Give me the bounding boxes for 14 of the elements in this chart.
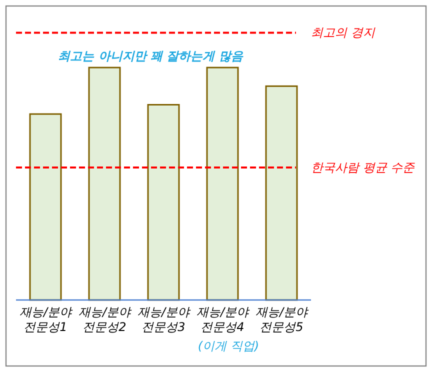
x-axis-title: (이게 직업) xyxy=(198,339,260,353)
x-tick-label: 재능/분야 전문성3 xyxy=(137,305,192,334)
x-tick-label: 재능/분야 전문성4 xyxy=(196,305,251,334)
x-tick-label: 재능/분야 전문성5 xyxy=(255,305,310,334)
text: 최고는 아니지만 꽤 잘하는게 많음 xyxy=(58,49,244,63)
ref-line-label: 한국사람 평균 수준 xyxy=(311,160,416,175)
bar xyxy=(206,66,239,301)
ref-line-label: 최고의 경지 xyxy=(311,26,376,40)
x-tick-label: 재능/분야 전문성1 xyxy=(19,305,74,334)
bar xyxy=(88,66,121,301)
x-tick-label: 재능/분야 전문성2 xyxy=(78,305,133,334)
bar xyxy=(29,113,62,301)
bar xyxy=(265,85,298,301)
bar xyxy=(147,104,180,301)
